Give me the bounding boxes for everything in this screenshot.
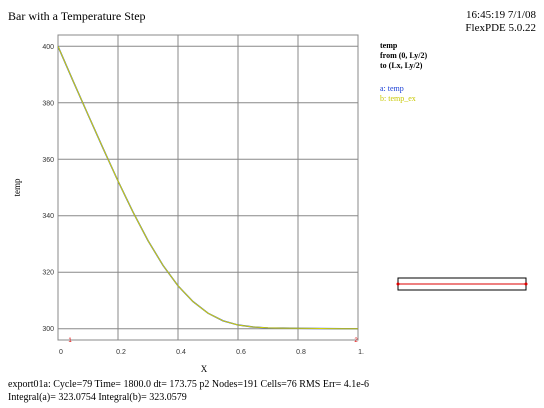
y-tick-label: 360 xyxy=(42,157,54,164)
y-tick-label: 320 xyxy=(42,270,54,277)
legend-item-temp: a: temp xyxy=(380,84,404,93)
x-tick-label: 0.2 xyxy=(116,349,126,356)
y-tick-label: 300 xyxy=(42,326,54,333)
endpoint-start-label: 1 xyxy=(68,338,72,344)
cut-end-marker xyxy=(524,282,528,286)
series-temp-ex-line xyxy=(57,46,358,330)
x-tick-label: 0.6 xyxy=(236,349,246,356)
endpoint-end-label: 2 xyxy=(354,338,358,344)
legend-header-2: from (0, Ly/2) xyxy=(380,51,428,60)
version-label: FlexPDE 5.0.22 xyxy=(465,22,536,34)
x-tick-label: 0 xyxy=(59,349,63,356)
legend: temp from (0, Ly/2) to (Lx, Ly/2) a: tem… xyxy=(380,41,427,104)
legend-header-1: temp xyxy=(380,41,398,50)
legend-item-temp-ex: b: temp_ex xyxy=(380,94,416,103)
grid-lines xyxy=(58,35,358,340)
x-tick-label: 1. xyxy=(358,349,364,356)
timestamp: 16:45:19 7/1/08 xyxy=(466,9,536,21)
x-tick-label: 0.4 xyxy=(176,349,186,356)
series-lines xyxy=(57,46,358,330)
plot-title: Bar with a Temperature Step xyxy=(8,9,146,23)
cut-start-marker xyxy=(396,282,400,286)
legend-header-3: to (Lx, Ly/2) xyxy=(380,61,423,70)
y-axis-label: temp xyxy=(12,178,22,196)
status-line-2: Integral(a)= 323.0754 Integral(b)= 323.0… xyxy=(8,392,187,403)
plot-frame xyxy=(57,34,359,341)
series-temp-line xyxy=(57,46,358,330)
timestamp-block: 16:45:19 7/1/08 FlexPDE 5.0.22 xyxy=(465,9,536,35)
geometry-thumbnail xyxy=(396,277,528,291)
y-tick-label: 340 xyxy=(42,213,54,220)
status-footer: export01a: Cycle=79 Time= 1800.0 dt= 173… xyxy=(8,378,369,404)
y-tick-label: 380 xyxy=(42,100,54,107)
status-line-1: export01a: Cycle=79 Time= 1800.0 dt= 173… xyxy=(8,379,370,390)
x-axis-label: X xyxy=(201,364,208,374)
tick-labels: 0 0.2 0.4 0.6 0.8 1. 300 320 340 360 380 400 xyxy=(42,44,364,356)
y-tick-label: 400 xyxy=(42,44,54,51)
x-tick-label: 0.8 xyxy=(296,349,306,356)
